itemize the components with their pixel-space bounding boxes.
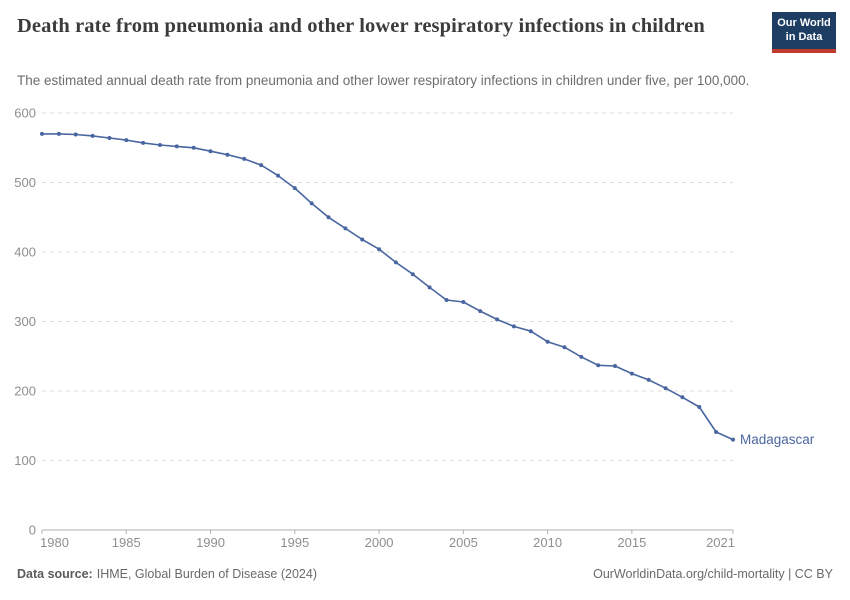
data-point[interactable]: [393, 260, 398, 265]
data-point[interactable]: [276, 173, 280, 178]
x-axis-label: 1985: [112, 535, 141, 550]
data-point[interactable]: [461, 300, 466, 304]
data-point[interactable]: [40, 131, 44, 136]
y-axis-label: 400: [14, 245, 36, 260]
data-source: Data source: IHME, Global Burden of Disea…: [17, 567, 317, 581]
data-point[interactable]: [731, 437, 735, 442]
x-axis-label: 1980: [40, 535, 69, 550]
data-point[interactable]: [613, 364, 617, 368]
data-point[interactable]: [174, 144, 179, 149]
x-axis-label: 1995: [280, 535, 309, 550]
data-point[interactable]: [292, 186, 297, 191]
y-axis-label: 600: [14, 106, 36, 121]
data-point[interactable]: [208, 149, 213, 154]
data-point[interactable]: [562, 345, 567, 350]
data-point[interactable]: [680, 395, 685, 400]
data-point[interactable]: [73, 132, 78, 137]
chart-subtitle: The estimated annual death rate from pne…: [17, 73, 750, 88]
data-point[interactable]: [259, 163, 264, 168]
data-point[interactable]: [326, 215, 331, 220]
data-point[interactable]: [107, 136, 112, 140]
data-point[interactable]: [427, 285, 432, 290]
data-point[interactable]: [444, 298, 449, 302]
data-point[interactable]: [714, 430, 719, 434]
data-source-text: IHME, Global Burden of Disease (2024): [96, 567, 317, 581]
data-point[interactable]: [242, 156, 247, 161]
y-axis-label: 500: [14, 175, 36, 190]
data-point[interactable]: [663, 386, 668, 391]
data-point[interactable]: [225, 152, 230, 157]
x-axis-label: 2000: [365, 535, 394, 550]
page-title: Death rate from pneumonia and other lowe…: [17, 15, 705, 37]
data-point[interactable]: [596, 363, 601, 368]
y-axis-label: 0: [29, 523, 36, 538]
data-point[interactable]: [191, 145, 196, 150]
data-point[interactable]: [478, 309, 483, 314]
data-point[interactable]: [528, 329, 533, 334]
owid-logo-line1: Our World: [777, 17, 831, 29]
x-axis-label: 2010: [533, 535, 562, 550]
data-point[interactable]: [646, 377, 651, 382]
data-point[interactable]: [410, 272, 415, 277]
y-axis-label: 200: [14, 384, 36, 399]
x-axis-label: 2021: [706, 535, 735, 550]
owid-logo[interactable]: Our World in Data: [772, 12, 836, 53]
y-axis-label: 100: [14, 453, 36, 468]
data-point[interactable]: [343, 226, 348, 231]
x-axis-label: 2005: [449, 535, 478, 550]
data-point[interactable]: [309, 201, 314, 206]
data-point[interactable]: [56, 131, 61, 136]
data-point[interactable]: [511, 324, 516, 329]
chart-footer: Data source: IHME, Global Burden of Disea…: [17, 567, 833, 581]
owid-logo-line2: in Data: [785, 30, 823, 43]
series-end-label[interactable]: Madagascar: [740, 432, 815, 447]
data-point[interactable]: [90, 133, 95, 138]
credit-link[interactable]: OurWorldinData.org/child-mortality | CC …: [593, 567, 833, 581]
data-point[interactable]: [629, 371, 634, 376]
x-axis-label: 2015: [617, 535, 646, 550]
data-point[interactable]: [124, 138, 129, 143]
data-point[interactable]: [697, 405, 702, 409]
data-point[interactable]: [579, 354, 584, 359]
data-point[interactable]: [360, 237, 365, 242]
x-axis-label: 1990: [196, 535, 225, 550]
y-axis-label: 300: [14, 314, 36, 329]
data-point[interactable]: [495, 317, 499, 322]
data-point[interactable]: [158, 143, 162, 147]
data-point[interactable]: [377, 247, 382, 252]
line-chart-canvas[interactable]: 0 100 200 300 400 500 600 1980 1985 1990 1995 2000 2…: [0, 100, 850, 560]
data-source-label: Data source:: [17, 567, 93, 581]
data-point[interactable]: [545, 339, 550, 344]
trend-line[interactable]: [41, 133, 734, 441]
data-point[interactable]: [141, 140, 146, 145]
